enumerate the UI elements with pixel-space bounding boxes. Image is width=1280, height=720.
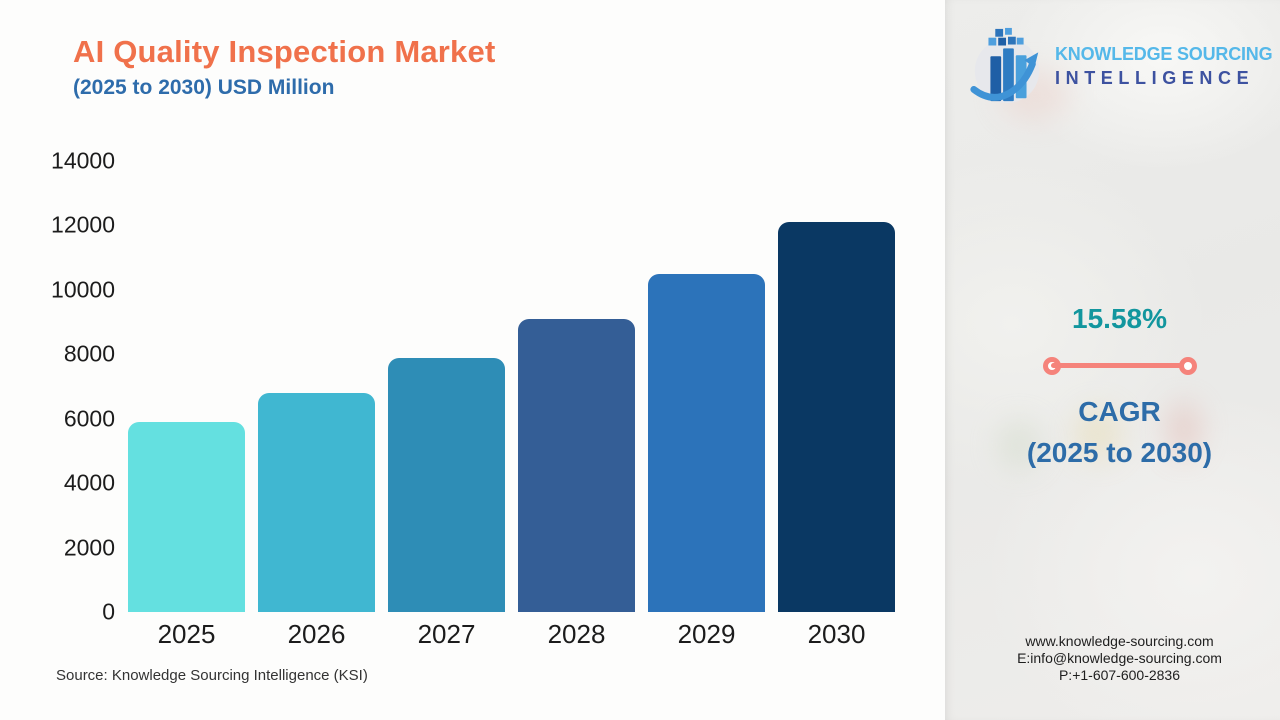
- x-tick-label: 2028: [547, 619, 606, 649]
- y-tick-label: 2000: [63, 534, 115, 561]
- x-tick-label: 2030: [807, 619, 866, 649]
- contact-email: E:info@knowledge-sourcing.com: [1017, 650, 1222, 666]
- plot-area: 2025 2026 2027 2028 2029 2030: [122, 161, 908, 649]
- y-tick-label: 4000: [63, 469, 115, 496]
- growth-bars-globe-icon: [970, 27, 1040, 104]
- y-axis: 0 2000 4000 6000 8000 10000 12000 14000: [30, 148, 115, 625]
- contact-website: www.knowledge-sourcing.com: [1025, 633, 1214, 649]
- bar-2029: [648, 274, 765, 612]
- bar-2026: [258, 393, 375, 612]
- cagr-label-line2: (2025 to 2030): [1026, 437, 1213, 468]
- y-tick-label: 8000: [63, 340, 115, 367]
- source-note: Source: Knowledge Sourcing Intelligence …: [56, 667, 368, 684]
- bar-2028: [518, 319, 635, 612]
- company-logo: KNOWLEDGE SOURCING INTELLIGENCE: [966, 24, 1273, 108]
- divider-ring-right-icon: [1178, 357, 1197, 375]
- logo-line2: INTELLIGENCE: [1055, 67, 1255, 88]
- company-logo-text: KNOWLEDGE SOURCING INTELLIGENCE: [1055, 43, 1273, 89]
- cagr-block: 15.58% CAGR (2025 to 2030): [945, 303, 1280, 473]
- y-tick-label: 0: [102, 598, 115, 625]
- x-tick-label: 2029: [677, 619, 736, 649]
- x-tick-label: 2027: [417, 619, 476, 649]
- x-tick-label: 2026: [287, 619, 346, 649]
- background-blur-decor: [997, 420, 1041, 470]
- bar-2027: [388, 358, 505, 612]
- cagr-value: 15.58%: [1072, 303, 1167, 334]
- contact-phone: P:+1-607-600-2836: [1058, 667, 1181, 683]
- y-tick-label: 12000: [51, 211, 115, 238]
- background-blur-decor: [1075, 408, 1121, 460]
- page-title: AI Quality Inspection Market: [73, 34, 496, 69]
- x-tick-label: 2025: [157, 619, 216, 649]
- background-blur-decor: [1167, 402, 1201, 458]
- contact-block: www.knowledge-sourcing.com E:info@knowle…: [945, 633, 1280, 684]
- cagr-divider: [1042, 357, 1197, 375]
- bar-2025: [128, 422, 245, 612]
- page-subtitle: (2025 to 2030) USD Million: [73, 76, 335, 99]
- logo-line1: KNOWLEDGE SOURCING: [1055, 43, 1273, 64]
- bar-2030: [778, 222, 895, 612]
- y-tick-label: 14000: [51, 147, 115, 174]
- right-panel: KNOWLEDGE SOURCING INTELLIGENCE 15.58% C…: [945, 0, 1280, 720]
- divider-line: [1050, 363, 1189, 368]
- cagr-label-line1: CAGR: [1078, 396, 1161, 427]
- y-tick-label: 10000: [51, 276, 115, 303]
- y-tick-label: 6000: [63, 405, 115, 432]
